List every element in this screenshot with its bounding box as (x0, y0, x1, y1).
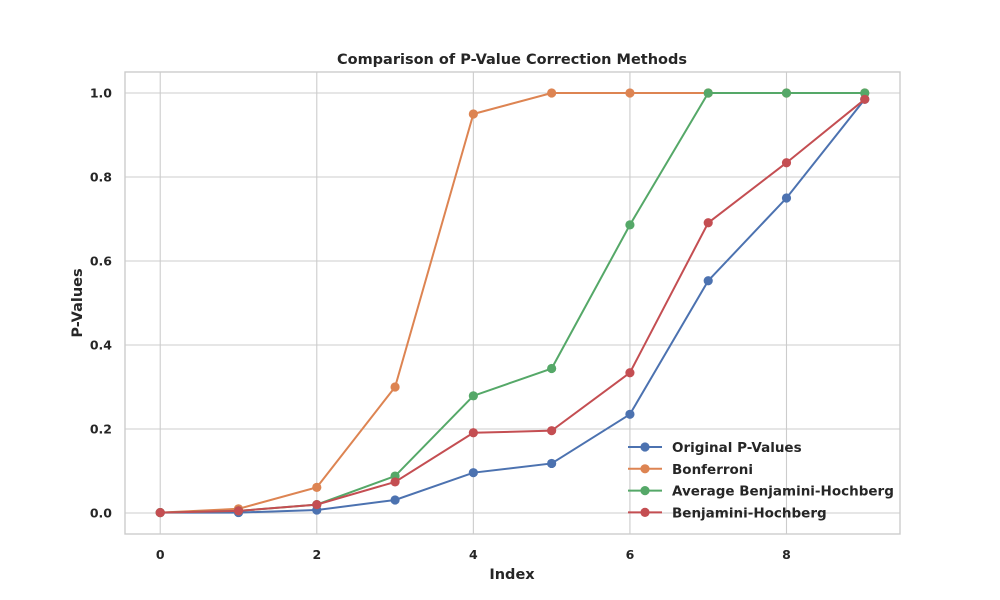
data-point (625, 368, 635, 378)
plot-frame (124, 71, 901, 535)
legend-label: Average Benjamini-Hochberg (672, 484, 894, 500)
x-tick-label: 8 (782, 547, 791, 562)
data-point (625, 88, 635, 98)
data-point (312, 482, 322, 492)
legend-label: Benjamini-Hochberg (672, 505, 827, 521)
series-benjamini-hochberg (155, 94, 870, 518)
y-tick-label: 1.0 (90, 86, 112, 101)
data-point (703, 276, 713, 286)
data-point (781, 88, 792, 98)
data-point (625, 220, 635, 230)
legend-label: Bonferroni (672, 462, 753, 478)
x-axis-ticks: 0 2 4 6 8 (156, 547, 791, 562)
data-point (390, 477, 400, 487)
y-tick-label: 0.4 (90, 338, 112, 353)
y-axis-label: P-Values (70, 268, 86, 337)
legend-label: Original P-Values (672, 440, 802, 456)
data-point (390, 495, 400, 505)
data-point (547, 363, 557, 374)
legend-item: Bonferroni (628, 462, 753, 478)
data-point (468, 468, 478, 478)
data-point (468, 391, 478, 401)
x-tick-label: 0 (156, 547, 165, 562)
legend-marker (640, 464, 650, 474)
legend-item: Average Benjamini-Hochberg (628, 484, 894, 500)
data-point (547, 88, 557, 98)
data-point (547, 458, 557, 469)
legend-item: Benjamini-Hochberg (628, 505, 827, 521)
y-tick-label: 0.2 (90, 422, 112, 437)
data-point (390, 382, 400, 392)
legend: Original P-Values Bonferroni Average Benja… (628, 440, 894, 521)
data-point (312, 500, 322, 510)
y-axis-ticks: 0.0 0.2 0.4 0.6 0.8 1.0 (90, 86, 112, 521)
x-gridlines (159, 72, 788, 534)
y-tick-label: 0.8 (90, 170, 112, 185)
data-point (860, 88, 870, 98)
data-point (468, 109, 478, 119)
data-point (703, 218, 713, 228)
data-point (468, 428, 478, 438)
x-tick-label: 2 (312, 547, 321, 562)
x-axis-label: Index (489, 567, 535, 583)
data-point (547, 426, 557, 436)
data-point (781, 193, 792, 203)
data-point (860, 94, 870, 104)
y-tick-label: 0.6 (90, 254, 112, 269)
data-point (781, 158, 792, 168)
legend-marker (640, 486, 650, 496)
series-line-original-p-values (160, 98, 866, 514)
legend-marker (640, 442, 650, 452)
chart-title: Comparison of P-Value Correction Methods (337, 52, 687, 68)
data-point (625, 409, 635, 419)
x-tick-label: 4 (469, 547, 478, 562)
legend-item: Original P-Values (628, 440, 802, 456)
x-tick-label: 6 (626, 547, 635, 562)
plot-area (124, 71, 901, 535)
data-point (155, 507, 165, 518)
data-point (703, 88, 713, 98)
series-layer (155, 88, 870, 518)
y-tick-label: 0.0 (90, 506, 112, 521)
legend-marker (640, 507, 650, 517)
data-point (233, 506, 244, 516)
series-line-benjamini-hochberg (160, 98, 866, 514)
